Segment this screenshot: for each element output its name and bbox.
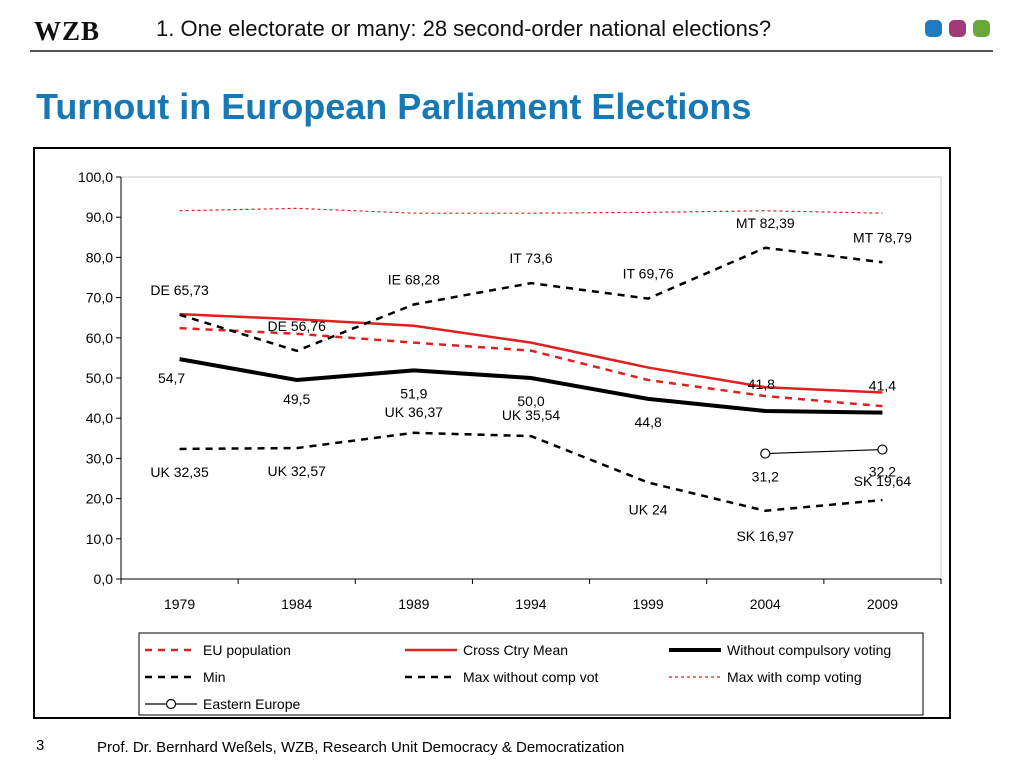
data-label: UK 36,37 bbox=[385, 404, 444, 420]
data-label: 31,2 bbox=[752, 469, 779, 485]
x-tick-label: 2004 bbox=[750, 596, 781, 612]
legend-label: Without compulsory voting bbox=[727, 642, 891, 658]
brand-dot-blue bbox=[925, 20, 942, 37]
data-label: 51,9 bbox=[400, 385, 427, 401]
x-tick-label: 2009 bbox=[867, 596, 898, 612]
legend-label: Eastern Europe bbox=[203, 696, 300, 712]
x-tick-label: 1989 bbox=[398, 596, 429, 612]
y-tick-label: 100,0 bbox=[78, 169, 113, 185]
turnout-line-chart: 0,0 10,0 20,0 30,0 40,0 50,0 60,0 70,0 80,0 90,0 1… bbox=[78, 169, 942, 716]
y-tick-label: 80,0 bbox=[86, 249, 113, 265]
series-line-3 bbox=[179, 431, 883, 513]
y-tick-label: 30,0 bbox=[86, 450, 113, 466]
series-line-5 bbox=[179, 207, 883, 214]
y-tick-label: 40,0 bbox=[86, 410, 113, 426]
x-tick-label: 1994 bbox=[515, 596, 546, 612]
legend-box bbox=[138, 632, 924, 716]
page-title: Turnout in European Parliament Elections bbox=[36, 86, 752, 127]
series-point-marker bbox=[877, 444, 888, 455]
legend-label: Max with comp voting bbox=[727, 669, 862, 685]
legend-swatch-marker bbox=[165, 698, 177, 710]
data-label: UK 32,57 bbox=[268, 463, 327, 479]
brand-dot-purple bbox=[949, 20, 966, 37]
series-line-2 bbox=[179, 357, 883, 415]
y-tick-label: 10,0 bbox=[86, 531, 113, 547]
series-line-1 bbox=[179, 312, 883, 394]
section-title: 1. One electorate or many: 28 second-ord… bbox=[156, 16, 772, 41]
brand-dots bbox=[925, 20, 990, 37]
legend-label: Max without comp vot bbox=[463, 669, 598, 685]
page-number: 3 bbox=[36, 737, 45, 754]
chart-frame: 0,0 10,0 20,0 30,0 40,0 50,0 60,0 70,0 80,0 90,0 1… bbox=[33, 147, 951, 719]
data-label: 49,5 bbox=[283, 391, 310, 407]
data-label: MT 78,79 bbox=[853, 229, 912, 245]
data-label: IT 73,6 bbox=[509, 250, 553, 266]
y-tick-label: 70,0 bbox=[86, 290, 113, 306]
y-tick-label: 50,0 bbox=[86, 370, 113, 386]
header-divider bbox=[30, 50, 993, 52]
y-tick-label: 0,0 bbox=[94, 571, 114, 587]
data-label: SK 16,97 bbox=[736, 528, 794, 544]
data-label: IE 68,28 bbox=[388, 272, 440, 288]
data-label: UK 35,54 bbox=[502, 407, 561, 423]
data-label: 32,2 bbox=[869, 464, 896, 480]
data-label: UK 32,35 bbox=[150, 464, 209, 480]
data-label: DE 65,73 bbox=[150, 282, 209, 298]
footer-credit: Prof. Dr. Bernhard Weßels, WZB, Research… bbox=[97, 739, 625, 756]
data-label: 41,8 bbox=[748, 376, 775, 392]
legend-label: Min bbox=[203, 669, 226, 685]
legend-label: EU population bbox=[203, 642, 291, 658]
y-tick-label: 20,0 bbox=[86, 491, 113, 507]
wzb-logo: WZB bbox=[34, 16, 101, 46]
legend-label: Cross Ctry Mean bbox=[463, 642, 568, 658]
data-label: UK 24 bbox=[629, 502, 668, 518]
x-tick-label: 1999 bbox=[633, 596, 664, 612]
data-label: DE 56,76 bbox=[268, 318, 327, 334]
data-label: 50,0 bbox=[517, 393, 544, 409]
data-label: SK 19,64 bbox=[854, 473, 912, 489]
y-tick-label: 90,0 bbox=[86, 209, 113, 225]
series-line-4 bbox=[179, 246, 883, 353]
y-tick-label: 60,0 bbox=[86, 330, 113, 346]
data-label: 44,8 bbox=[635, 414, 662, 430]
data-label: 41,4 bbox=[869, 378, 896, 394]
series-line-6 bbox=[765, 448, 883, 455]
data-label: 54,7 bbox=[158, 370, 185, 386]
data-label: MT 82,39 bbox=[736, 215, 795, 231]
x-tick-label: 1984 bbox=[281, 596, 312, 612]
brand-dot-green bbox=[973, 20, 990, 37]
series-point-marker bbox=[760, 448, 771, 459]
data-label: IT 69,76 bbox=[623, 266, 674, 282]
x-tick-label: 1979 bbox=[164, 596, 195, 612]
series-line-0 bbox=[179, 326, 883, 408]
